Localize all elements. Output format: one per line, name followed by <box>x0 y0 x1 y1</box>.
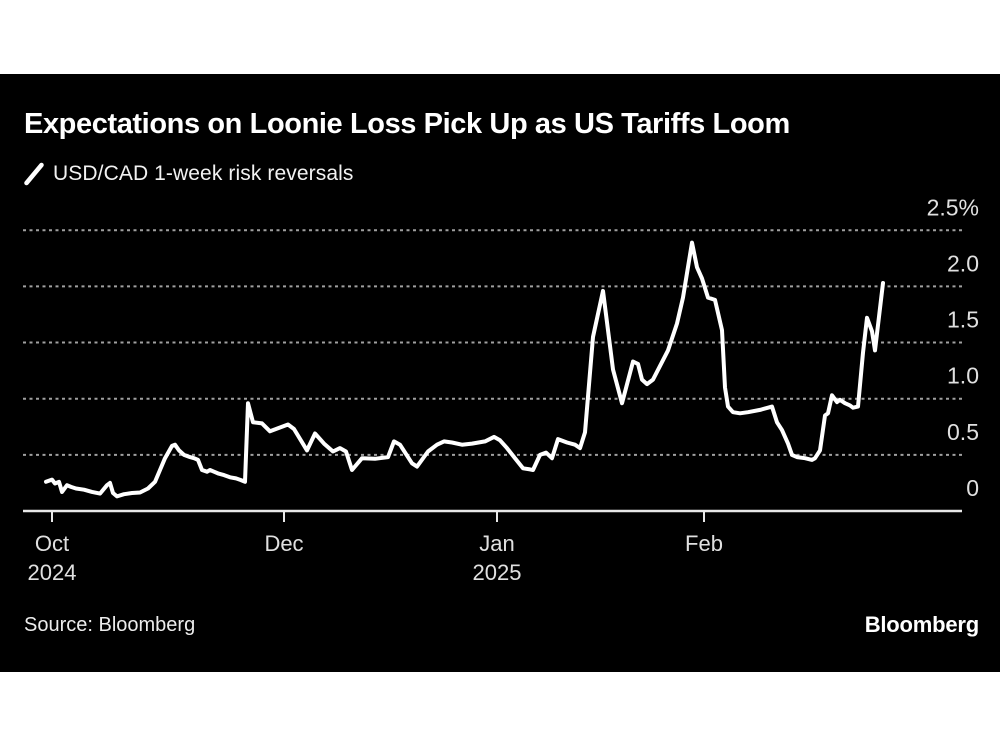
data-line-usdcad-risk-reversals <box>44 240 885 499</box>
x-axis-month-label: Oct <box>35 531 69 556</box>
x-axis-month-label: Dec <box>264 531 303 556</box>
x-axis-month-label: Feb <box>685 531 723 556</box>
y-axis-tick-label: 2.5% <box>927 194 979 220</box>
chart-card: 2.5% 2.0 1.5 1.0 0.5 0 Oct 2024 Dec Jan 2025 Feb Ex… <box>0 74 1000 672</box>
y-axis-tick-label: 1.0 <box>947 363 979 389</box>
y-axis-tick-label: 0 <box>966 475 979 501</box>
line-series-icon <box>24 162 44 186</box>
x-axis-year-label: 2025 <box>473 560 522 585</box>
chart-plot: 2.5% 2.0 1.5 1.0 0.5 0 Oct 2024 Dec Jan 2025 Feb <box>23 194 979 585</box>
y-axis-tick-label: 2.0 <box>947 250 979 276</box>
legend: USD/CAD 1-week risk reversals <box>24 162 353 186</box>
x-axis-year-label: 2024 <box>28 560 77 585</box>
y-axis-tick-label: 1.5 <box>947 307 979 333</box>
x-axis-month-label: Jan <box>479 531 514 556</box>
chart-title: Expectations on Loonie Loss Pick Up as U… <box>24 108 790 140</box>
bloomberg-logo: Bloomberg <box>864 612 980 637</box>
y-axis-tick-label: 0.5 <box>947 419 979 445</box>
source-note: Source: Bloomberg <box>24 614 196 636</box>
legend-series-label: USD/CAD 1-week risk reversals <box>53 162 354 185</box>
